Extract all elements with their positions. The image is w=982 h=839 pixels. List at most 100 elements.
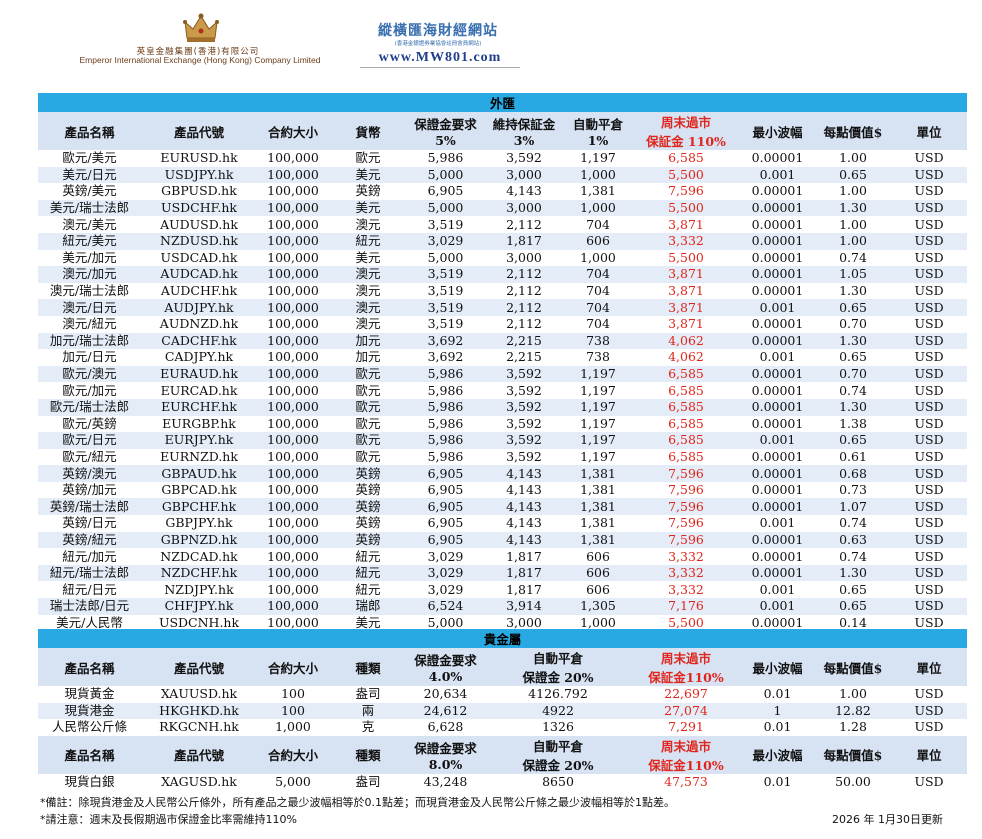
cell-weekend: 5,500 [632, 199, 740, 217]
cell-unit: USD [914, 719, 944, 735]
cell-weekend: 6,585 [668, 415, 704, 431]
cell-product-name: 歐元/英鎊 [62, 415, 117, 431]
cell-weekend: 6,585 [668, 448, 704, 464]
table-row: 加元/瑞士法郎 CADCHF.hk 100,000 加元 3,692 2,215 738 4,… [38, 332, 968, 350]
cell-maintenance: 3,592 [484, 365, 564, 383]
cell-min-tick: 0.001 [759, 581, 796, 597]
col-liquidation: 自動平倉 保證金 20% [484, 735, 632, 774]
cell-margin: 5,986 [427, 382, 464, 398]
col-point-value: 每點價值$ [815, 648, 891, 686]
cell-liquidation: 1,197 [564, 398, 632, 416]
cell-product-name: 澳元/日元 [38, 299, 141, 316]
col-liquidation: 自動平倉 保證金 20% [484, 648, 632, 686]
cell-contract-size: 100,000 [267, 316, 319, 332]
cell-weekend: 27,074 [632, 702, 740, 719]
cell-product-name: 歐元/紐元 [62, 448, 117, 464]
cell-unit: USD [891, 465, 968, 482]
cell-point-value: 1.00 [839, 183, 867, 199]
cell-contract-size: 100,000 [267, 515, 319, 531]
cell-unit: USD [914, 515, 944, 531]
cell-unit: USD [914, 548, 944, 564]
cell-contract-size: 100,000 [267, 283, 319, 299]
cell-maintenance: 1,817 [484, 232, 564, 250]
cell-contract-size: 5,000 [275, 773, 311, 789]
cell-liquidation: 8650 [542, 773, 574, 789]
cell-min-tick: 0.00001 [751, 183, 804, 199]
table-row: 紐元/日元 NZDJPY.hk 100,000 紐元 3,029 1,817 606 3,33… [38, 581, 967, 598]
cell-weekend: 7,596 [632, 465, 740, 482]
col-maintenance-label: 維持保証金 [492, 117, 556, 132]
cell-maintenance: 2,215 [506, 349, 542, 365]
cell-liquidation: 704 [564, 266, 632, 283]
cell-currency: 加元 [355, 349, 381, 365]
cell-min-tick: 0.00001 [751, 216, 804, 232]
col-liquidation: 自動平倉 1% [564, 112, 632, 150]
cell-product-code: EURUSD.hk [160, 150, 238, 166]
cell-liquidation: 1,197 [580, 415, 616, 431]
cell-point-value: 0.74 [839, 515, 867, 531]
cell-point-value: 1.28 [839, 719, 867, 735]
cell-currency: 澳元 [355, 216, 381, 232]
cell-maintenance: 2,112 [506, 283, 542, 299]
cell-point-value: 1.30 [815, 564, 891, 582]
cell-min-tick: 0.00001 [740, 266, 815, 283]
cell-liquidation: 1,197 [564, 432, 632, 449]
cell-product-name: 現貨港金 [38, 702, 141, 719]
cell-product-code: HKGHKD.hk [141, 702, 257, 719]
cell-liquidation: 1,000 [564, 166, 632, 184]
cell-weekend: 7,291 [668, 719, 704, 735]
col-weekend: 周末過市 保証金110% [632, 735, 740, 774]
cell-weekend: 7,596 [668, 482, 704, 498]
cell-currency: 歐元 [329, 432, 407, 449]
cell-margin: 3,029 [407, 564, 484, 582]
cell-product-code: AUDUSD.hk [160, 216, 238, 232]
cell-contract-size: 100,000 [257, 232, 329, 250]
cell-currency: 澳元 [329, 299, 407, 316]
cell-point-value: 0.74 [839, 382, 867, 398]
cell-product-code: XAUUSD.hk [160, 686, 238, 702]
site-url[interactable]: www.MW801.com [378, 50, 502, 65]
cell-margin: 3,029 [427, 548, 464, 564]
cell-contract-size: 100,000 [267, 216, 319, 232]
cell-unit: USD [914, 283, 944, 299]
cell-liquidation: 1,197 [580, 382, 616, 398]
company-name-en: Emperor International Exchange (Hong Kon… [79, 55, 321, 65]
cell-product-code: NZDUSD.hk [141, 232, 257, 250]
cell-product-name: 美元/加元 [62, 249, 117, 265]
cell-product-code: XAGUSD.hk [161, 773, 237, 789]
cell-liquidation: 1,197 [580, 150, 616, 166]
col-liquidation-label: 自動平倉 [572, 117, 623, 132]
cell-maintenance: 3,914 [484, 598, 564, 615]
table-row: 瑞士法郎/日元 CHFJPY.hk 100,000 瑞郎 6,524 3,914 1,305… [38, 598, 968, 615]
cell-margin: 6,905 [427, 183, 464, 199]
table-row: 英鎊/美元 GBPUSD.hk 100,000 英鎊 6,905 4,143 1,381 7,… [38, 183, 967, 200]
cell-unit: USD [914, 382, 944, 398]
cell-unit: USD [891, 365, 968, 383]
cell-product-name: 紐元/美元 [38, 232, 141, 250]
cell-product-name: 歐元/瑞士法郎 [38, 398, 141, 416]
cell-unit: USD [914, 415, 944, 431]
col-min-tick: 最小波幅 [740, 735, 815, 774]
table-row: 歐元/英鎊 EURGBP.hk 100,000 歐元 5,986 3,592 1,197 6,… [38, 416, 967, 433]
cell-product-code: EURGBP.hk [162, 415, 236, 431]
cell-min-tick: 0.00001 [740, 398, 815, 416]
cell-liquidation: 738 [564, 332, 632, 350]
cell-liquidation: 738 [586, 349, 610, 365]
cell-unit: USD [914, 686, 944, 702]
cell-type: 兩 [329, 702, 407, 719]
table-row: 美元/日元 USDJPY.hk 100,000 美元 5,000 3,000 1,000 5,… [38, 166, 968, 184]
cell-weekend: 47,573 [664, 773, 708, 789]
cell-point-value: 12.82 [815, 702, 891, 719]
cell-product-code: EURAUD.hk [141, 365, 257, 383]
cell-currency: 瑞郎 [329, 598, 407, 615]
cell-weekend: 6,585 [632, 365, 740, 383]
cell-point-value: 1.07 [815, 498, 891, 516]
cell-maintenance: 3,592 [506, 448, 542, 464]
cell-margin: 5,000 [407, 199, 484, 217]
col-min-tick: 最小波幅 [740, 648, 815, 686]
cell-margin: 5,986 [427, 448, 464, 464]
cell-weekend: 6,585 [632, 432, 740, 449]
cell-margin: 3,692 [427, 349, 464, 365]
site-title: 縱橫匯海財經網站 [378, 23, 498, 39]
col-liquidation-label: 自動平倉 [532, 738, 583, 754]
